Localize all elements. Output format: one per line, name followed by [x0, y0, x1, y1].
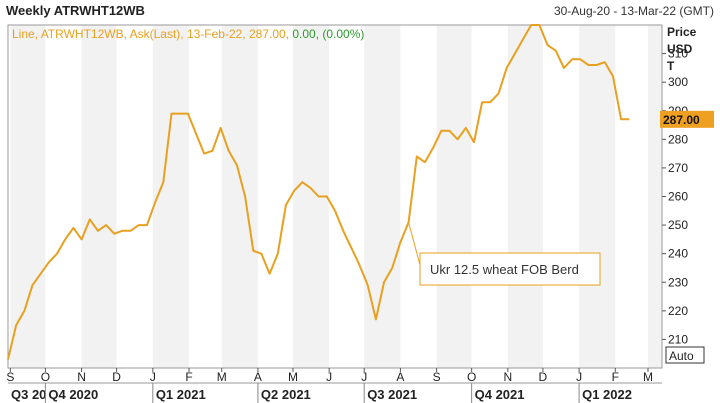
month-band	[579, 25, 616, 368]
y-tick-label: 210	[668, 332, 688, 346]
month-band	[81, 25, 117, 368]
x-tick-label: M	[643, 370, 653, 384]
y-tick-label: 300	[668, 75, 688, 89]
y-tick-label: 260	[668, 190, 688, 204]
y-tick-label: 250	[668, 218, 688, 232]
x-tick-label: O	[467, 370, 476, 384]
x-tick-label: A	[254, 370, 262, 384]
x-tick-label: F	[612, 370, 619, 384]
x-tick-label: A	[396, 370, 404, 384]
month-band	[647, 25, 662, 368]
legend-prefix: Line, ATRWHT12WB, Ask(Last), 13-Feb-22, …	[12, 27, 292, 41]
x-tick-label: J	[576, 370, 582, 384]
currency-axis-label: USD	[667, 42, 693, 56]
legend-text: Line, ATRWHT12WB, Ask(Last), 13-Feb-22, …	[12, 27, 364, 41]
month-band	[152, 25, 190, 368]
x-tick-label: J	[326, 370, 332, 384]
quarter-label: Q1 2021	[156, 387, 206, 402]
series-line	[7, 24, 630, 360]
y-tick-label: 310	[668, 47, 688, 61]
y-tick-label: 270	[668, 161, 688, 175]
x-tick-label: F	[185, 370, 192, 384]
auto-scale-button[interactable]: Auto	[665, 346, 705, 364]
price-axis-label: Price	[667, 25, 697, 39]
x-tick-label: O	[41, 370, 50, 384]
x-tick-label: D	[112, 370, 121, 384]
x-tick-label: N	[77, 370, 86, 384]
x-tick-label: S	[6, 370, 14, 384]
unit-axis-label: T	[667, 59, 675, 73]
quarter-label: Q3 2021	[367, 387, 417, 402]
x-tick-label: S	[433, 370, 441, 384]
x-tick-label: J	[361, 370, 367, 384]
y-tick-label: 280	[668, 132, 688, 146]
x-tick-label: N	[504, 370, 513, 384]
month-band	[10, 25, 46, 368]
quarter-label: Q4 2021	[475, 387, 525, 402]
annotation-box: Ukr 12.5 wheat FOB Berd	[408, 222, 601, 286]
legend-change: 0.00, (0.00%)	[292, 27, 364, 41]
last-value-marker: 287.00	[660, 110, 714, 128]
last-value-badge	[660, 110, 714, 128]
month-band	[364, 25, 401, 368]
x-tick-label: M	[217, 370, 227, 384]
quarter-label: Q2 2021	[261, 387, 311, 402]
month-band	[221, 25, 258, 368]
auto-scale-label: Auto	[669, 349, 694, 363]
annotation-rect	[419, 252, 601, 286]
date-range: 30-Aug-20 - 13-Mar-22 (GMT)	[553, 4, 714, 18]
x-tick-label: D	[539, 370, 548, 384]
annotation-text: Ukr 12.5 wheat FOB Berd	[430, 262, 579, 277]
last-value-label: 287.00	[663, 113, 700, 127]
x-tick-label: M	[288, 370, 298, 384]
y-tick-label: 240	[668, 247, 688, 261]
month-band	[507, 25, 543, 368]
quarter-label: Q1 2022	[582, 387, 632, 402]
quarter-label: Q4 2020	[48, 387, 98, 402]
quarter-label: Q3 20	[11, 387, 46, 402]
annotation-leader	[408, 222, 421, 266]
y-tick-label: 220	[668, 304, 688, 318]
chart-title: Weekly ATRWHT12WB	[6, 3, 145, 18]
x-tick-label: J	[150, 370, 156, 384]
y-tick-label: 230	[668, 275, 688, 289]
month-band	[436, 25, 472, 368]
